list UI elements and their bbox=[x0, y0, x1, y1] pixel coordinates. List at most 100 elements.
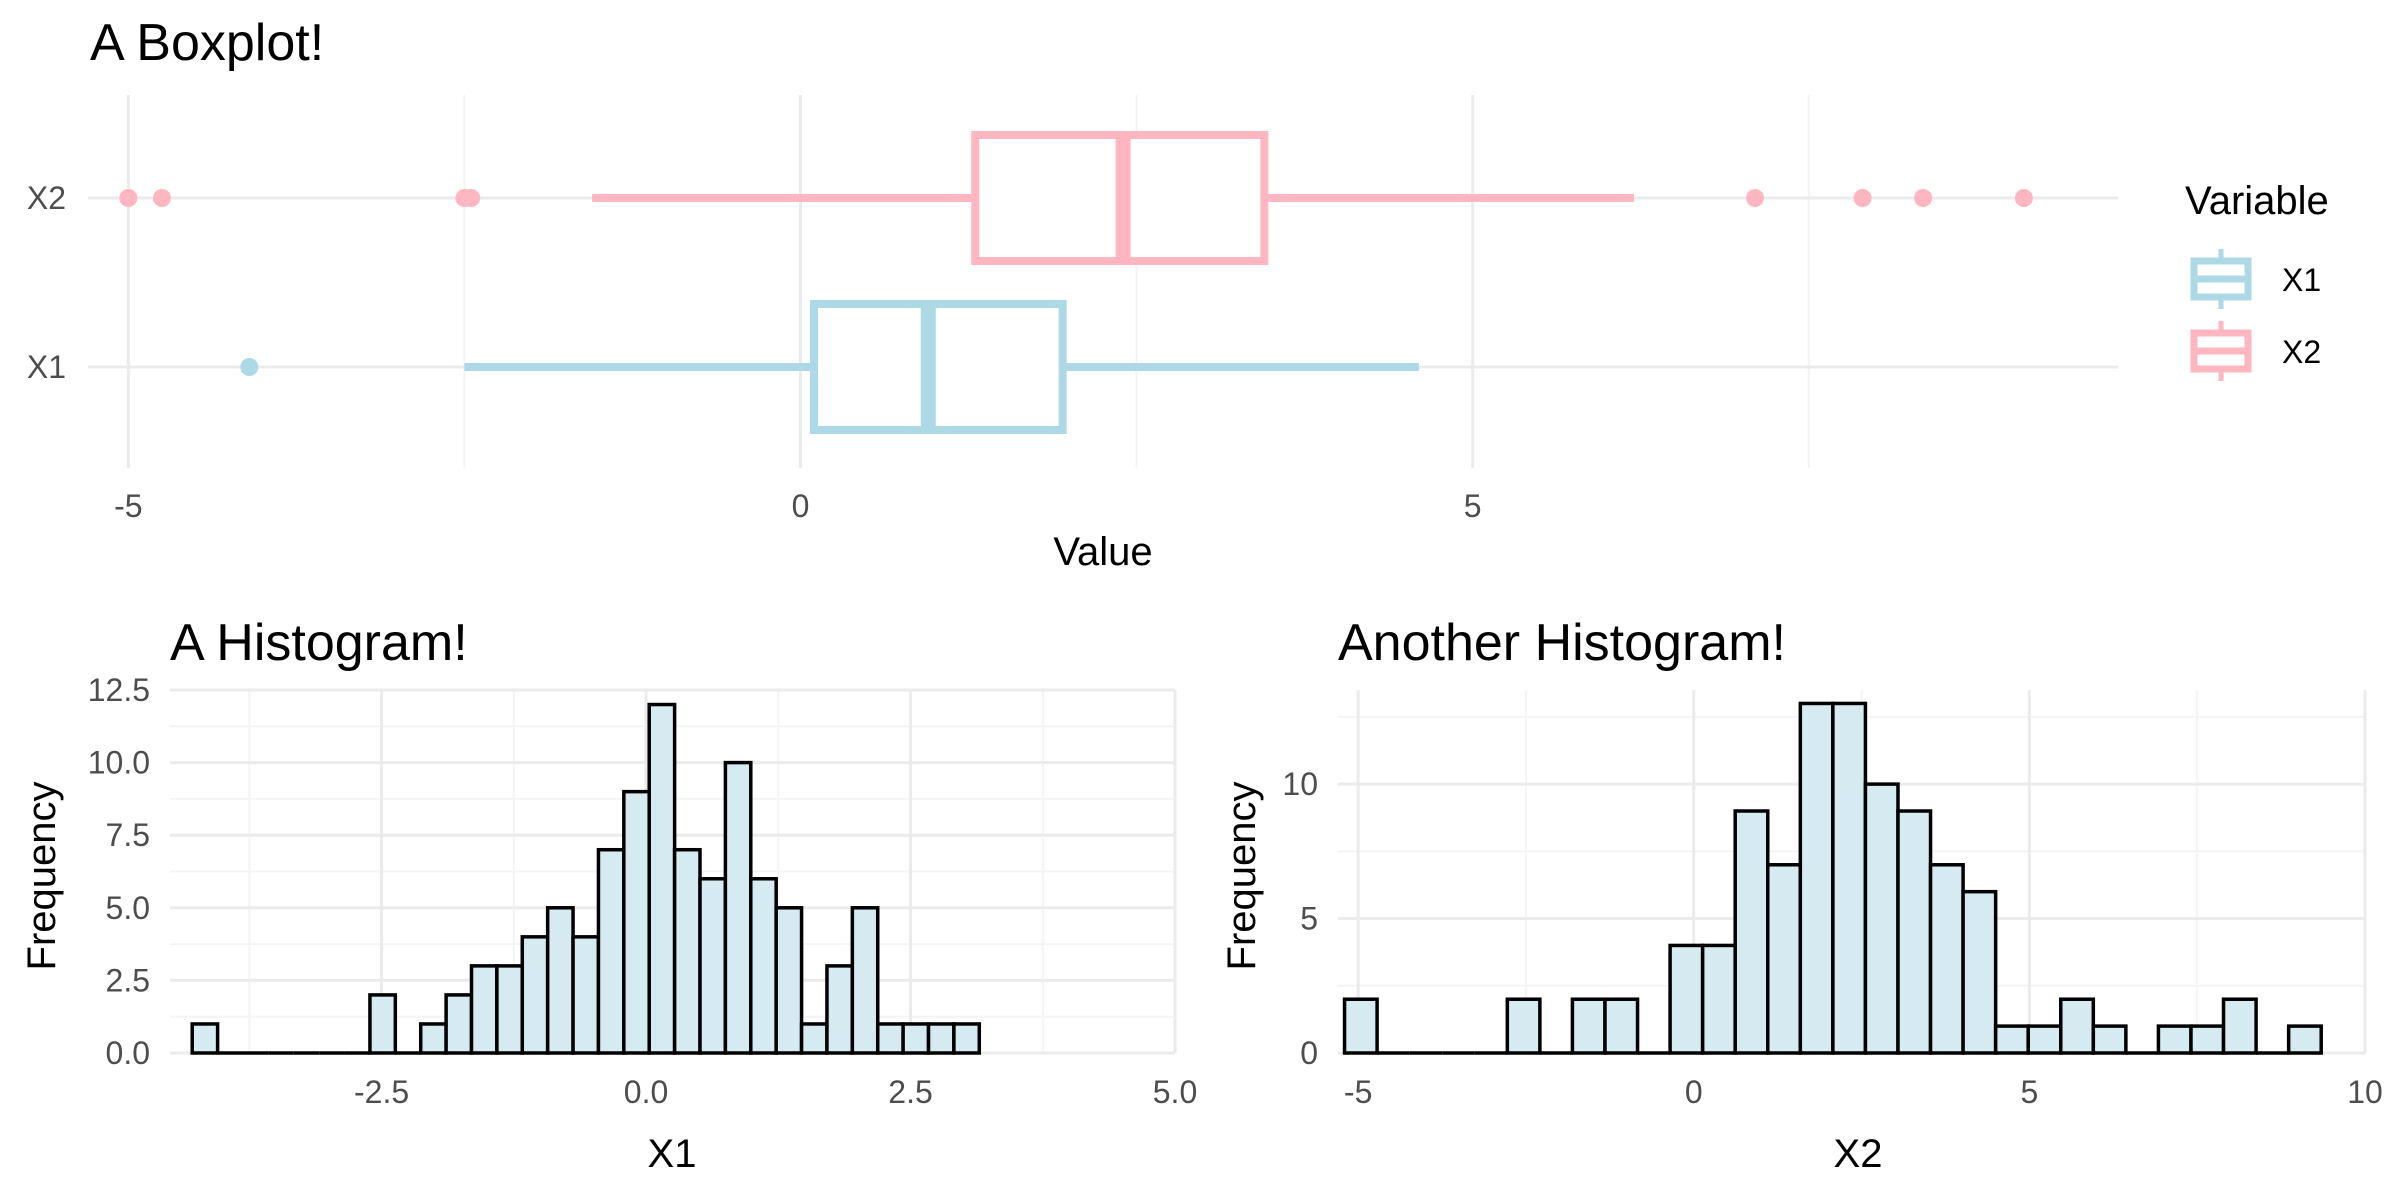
histogram-bar bbox=[2286, 1024, 2323, 1055]
boxplot-panel: A Boxplot! -5 0 5 X1 X2 Value Variable X1 X2 bbox=[27, 14, 2329, 574]
histogram-x2-panel: Another Histogram! -5 0 5 10 0 5 10 X2 Frequen… bbox=[1220, 614, 2383, 1176]
histogram-x1-panel: A Histogram! -2.5 0.0 2.5 5.0 0.0 2.5 5.0 7.5 10… bbox=[20, 614, 1197, 1176]
y-tick-label: 5 bbox=[1300, 901, 1318, 937]
outlier-point bbox=[119, 189, 138, 207]
histogram-bar bbox=[901, 1022, 931, 1055]
boxplot-title: A Boxplot! bbox=[90, 14, 324, 72]
histogram-bar bbox=[545, 906, 575, 1055]
histogram-bar bbox=[1700, 943, 1737, 1055]
histogram-bar bbox=[2156, 1024, 2193, 1055]
y-tick-label: 10 bbox=[1282, 766, 1318, 802]
histogram-x2-ticks: -5 0 5 10 0 5 10 bbox=[1282, 766, 2382, 1110]
histogram-x2-y-axis-title: Frequency bbox=[1220, 782, 1264, 971]
histogram-bar bbox=[190, 1022, 220, 1055]
outlier-point bbox=[1914, 189, 1933, 207]
histogram-bar bbox=[2189, 1024, 2226, 1055]
histogram-bar bbox=[2059, 997, 2096, 1055]
boxplot-x-axis-title: Value bbox=[1053, 530, 1152, 574]
x-tick-label: 5.0 bbox=[1153, 1074, 1197, 1110]
x-tick-label: 5 bbox=[1464, 488, 1482, 524]
histogram-bar bbox=[444, 993, 474, 1055]
histogram-bar bbox=[698, 877, 728, 1055]
histogram-x1-x-axis-title: X1 bbox=[648, 1132, 697, 1176]
histogram-bar bbox=[418, 1022, 448, 1055]
boxplot-ticks: -5 0 5 X1 X2 bbox=[27, 180, 1482, 524]
histogram-bar bbox=[1505, 997, 1542, 1055]
histogram-bar bbox=[1603, 997, 1640, 1055]
histogram-bar bbox=[368, 993, 398, 1055]
x-tick-label: 0 bbox=[1685, 1074, 1703, 1110]
x-tick-label: 2.5 bbox=[888, 1074, 932, 1110]
histogram-bar bbox=[1798, 701, 1835, 1055]
histogram-bar bbox=[1961, 889, 1998, 1055]
y-tick-label: 12.5 bbox=[88, 672, 150, 708]
histogram-x1-y-axis-title: Frequency bbox=[20, 782, 64, 971]
y-tick-label: 2.5 bbox=[106, 962, 150, 998]
y-tick-label: X2 bbox=[27, 180, 66, 216]
legend-title: Variable bbox=[2185, 179, 2329, 223]
x-tick-label: -5 bbox=[114, 488, 142, 524]
x-tick-label: 10 bbox=[2347, 1074, 2383, 1110]
histogram-bar bbox=[647, 702, 677, 1055]
x-tick-label: 0.0 bbox=[624, 1074, 668, 1110]
histogram-bar bbox=[2221, 997, 2258, 1055]
outlier-point bbox=[462, 189, 481, 207]
outlier-point bbox=[2014, 189, 2033, 207]
x-tick-label: 0 bbox=[792, 488, 810, 524]
histogram-bar bbox=[1993, 1024, 2030, 1055]
histogram-bar bbox=[1896, 809, 1933, 1055]
outlier-point bbox=[1853, 189, 1872, 207]
histogram-bar bbox=[1570, 997, 1607, 1055]
histogram-bar bbox=[723, 760, 753, 1055]
histogram-bar bbox=[774, 906, 804, 1055]
histogram-x1-title: A Histogram! bbox=[170, 614, 468, 672]
histogram-bar bbox=[1668, 943, 1705, 1055]
legend-entry-x1: X1 bbox=[2190, 249, 2321, 309]
legend-entry-x2: X2 bbox=[2190, 321, 2321, 381]
boxplot-marks bbox=[119, 131, 2033, 434]
y-tick-label: 0.0 bbox=[106, 1035, 150, 1071]
box-x2 bbox=[119, 131, 2033, 265]
outlier-point bbox=[1746, 189, 1765, 207]
histogram-bar bbox=[926, 1022, 956, 1055]
histogram-bar bbox=[799, 1022, 829, 1055]
histogram-bar bbox=[672, 847, 702, 1055]
histogram-bar bbox=[825, 964, 855, 1055]
legend-keys: X1 X2 bbox=[2190, 249, 2321, 381]
histogram-bar bbox=[850, 906, 880, 1055]
histogram-bar bbox=[1733, 809, 1770, 1055]
legend-label: X2 bbox=[2282, 334, 2321, 370]
histogram-bar bbox=[469, 964, 499, 1055]
histogram-x2-bars bbox=[1342, 701, 2323, 1055]
outlier-point bbox=[240, 358, 259, 376]
boxplot-legend: Variable X1 X2 bbox=[2185, 179, 2329, 381]
legend-label: X1 bbox=[2282, 262, 2321, 298]
histogram-bar bbox=[520, 935, 550, 1055]
histogram-bar bbox=[1831, 701, 1868, 1055]
y-tick-label: 10.0 bbox=[88, 745, 150, 781]
x-tick-label: -5 bbox=[1344, 1074, 1372, 1110]
histogram-x1-ticks: -2.5 0.0 2.5 5.0 0.0 2.5 5.0 7.5 10.0 12.5 bbox=[88, 672, 1198, 1110]
x-tick-label: 5 bbox=[2020, 1074, 2038, 1110]
histogram-bar bbox=[596, 847, 626, 1055]
x-tick-label: -2.5 bbox=[354, 1074, 409, 1110]
histogram-bar bbox=[2091, 1024, 2128, 1055]
histogram-bar bbox=[749, 877, 778, 1055]
histogram-bar bbox=[1766, 863, 1803, 1055]
y-tick-label: 7.5 bbox=[106, 817, 150, 853]
y-tick-label: 0 bbox=[1300, 1035, 1318, 1071]
box-x1 bbox=[240, 300, 1419, 434]
y-tick-label: X1 bbox=[27, 349, 66, 385]
histogram-x2-title: Another Histogram! bbox=[1338, 614, 1786, 672]
histogram-bar bbox=[2026, 1024, 2063, 1055]
histogram-bar bbox=[875, 1022, 905, 1055]
histogram-bar bbox=[495, 964, 525, 1055]
histogram-bar bbox=[1342, 997, 1379, 1055]
histogram-bar bbox=[952, 1022, 982, 1055]
histogram-bar bbox=[622, 789, 651, 1055]
histogram-bar bbox=[1863, 782, 1900, 1055]
outlier-point bbox=[152, 189, 171, 207]
iqr-box bbox=[809, 300, 1067, 434]
histogram-bar bbox=[1928, 863, 1965, 1055]
